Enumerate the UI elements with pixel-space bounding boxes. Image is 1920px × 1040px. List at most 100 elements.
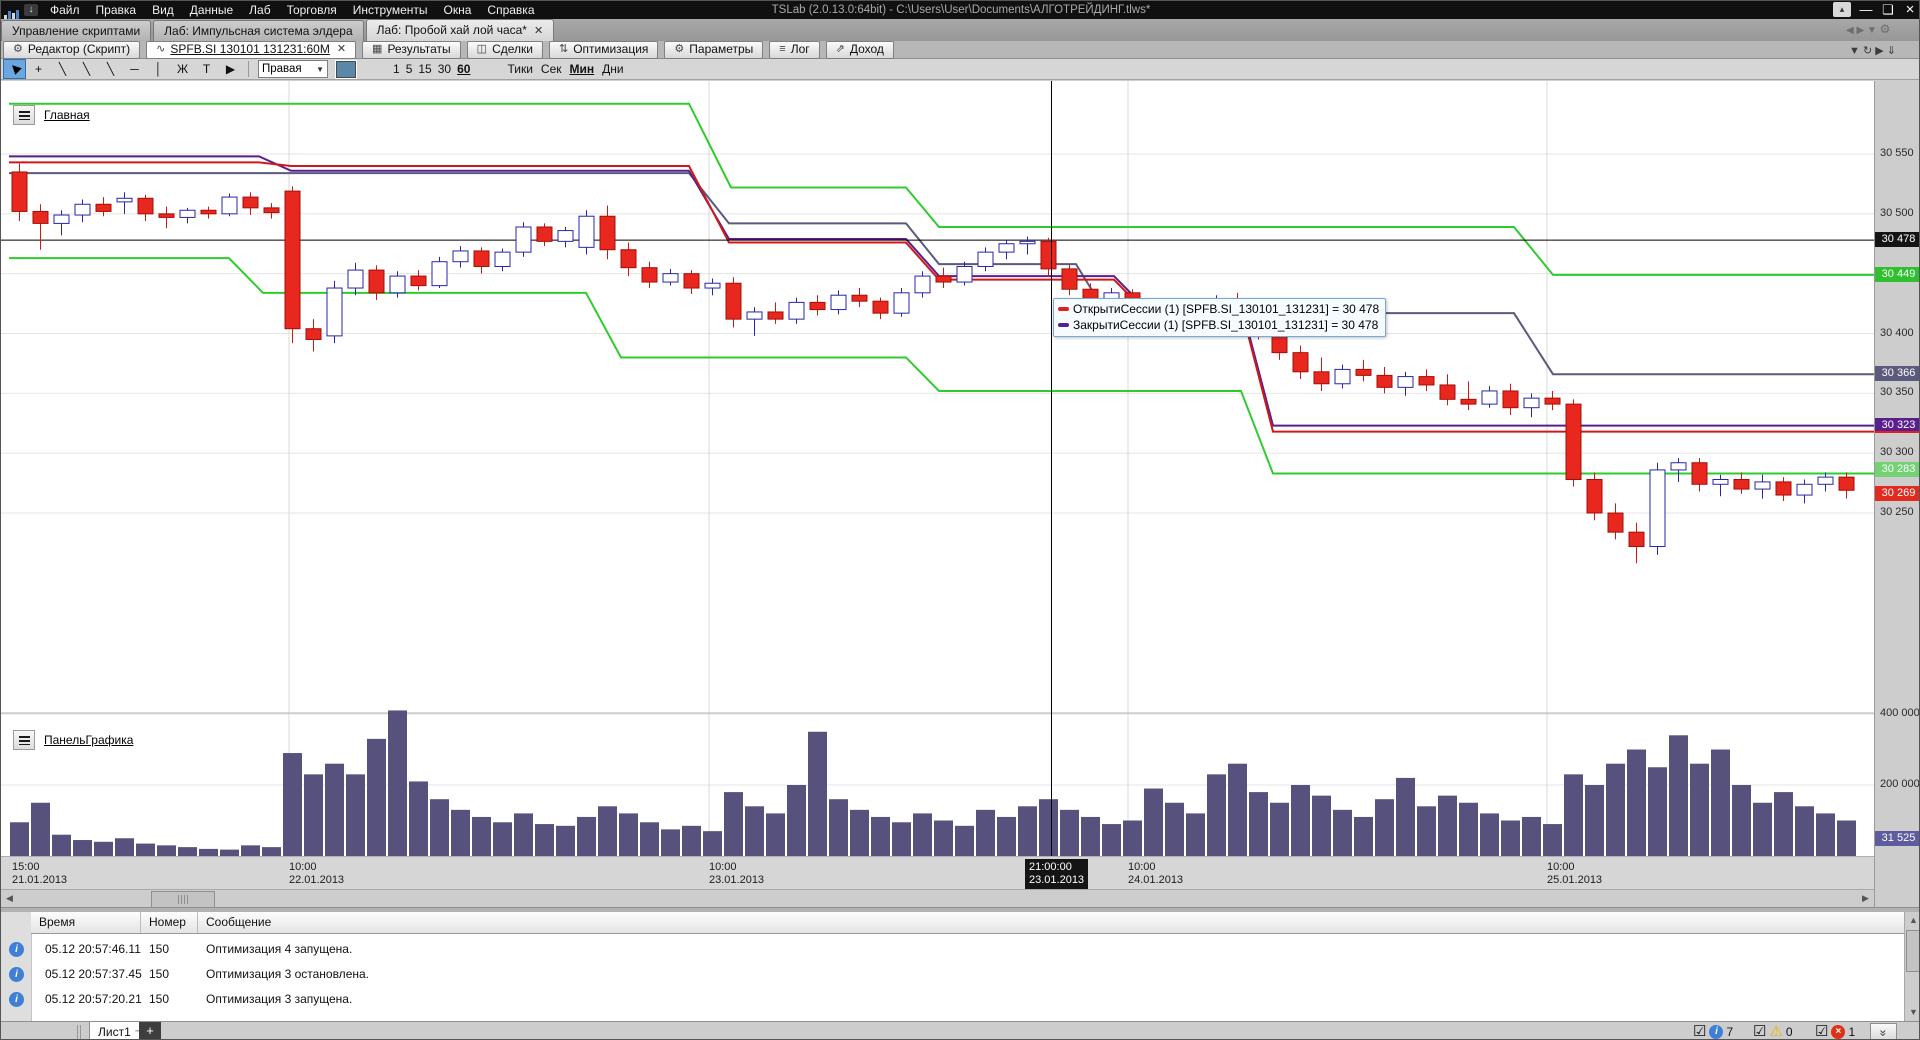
- timeframe-15[interactable]: 15: [418, 62, 432, 76]
- log-table-header[interactable]: Время Номер Сообщение: [31, 912, 1904, 934]
- import-icon[interactable]: ↓: [24, 4, 38, 16]
- crosshair-time-label: 21:00:00 23.01.2013: [1025, 859, 1089, 890]
- tab-results[interactable]: ▦ Результаты: [362, 40, 461, 59]
- checkbox-checked-icon[interactable]: ☑: [1753, 1023, 1767, 1040]
- time-axis-label: 10:00 22.01.2013: [289, 861, 345, 886]
- menu-окна[interactable]: Окна: [443, 3, 472, 17]
- menu-инструменты[interactable]: Инструменты: [352, 3, 428, 17]
- column-header-time[interactable]: Время: [31, 912, 141, 933]
- add-sheet-button[interactable]: +: [139, 1022, 161, 1039]
- panel-title[interactable]: Главная: [44, 108, 90, 122]
- gear-icon: ⚙: [674, 43, 685, 55]
- menu-торговля[interactable]: Торговля: [286, 3, 337, 17]
- timeframe-60[interactable]: 60: [457, 62, 471, 76]
- sheet-tab[interactable]: Лист1⇥: [89, 1022, 153, 1039]
- drag-grip[interactable]: [77, 1025, 83, 1039]
- price-axis[interactable]: 30 550 30 500 30 400 30 350 30 300 30 250 30 4…: [1874, 81, 1919, 907]
- price-tick: 30 300: [1880, 446, 1914, 459]
- menu-справка[interactable]: Справка: [487, 3, 535, 17]
- menu-лаб[interactable]: Лаб: [249, 3, 271, 17]
- crosshair-tool[interactable]: +: [34, 62, 42, 76]
- fib-tool[interactable]: Ж: [176, 62, 189, 76]
- pointer-tool[interactable]: ▶: [225, 62, 236, 76]
- workspace-tab[interactable]: Лаб: Импульсная система элдера: [153, 20, 364, 41]
- text-tool[interactable]: T: [202, 62, 211, 76]
- ray-tool[interactable]: ╲: [106, 62, 115, 76]
- trend-line-tool[interactable]: ╲: [82, 62, 91, 76]
- document-tab-row: ⚙ Редактор (Скрипт) ∿ SPFB.SI 130101 131231…: [1, 40, 1919, 59]
- panel-menu-button[interactable]: [13, 105, 35, 125]
- app-logo-icon: [4, 4, 20, 22]
- log-vertical-scrollbar[interactable]: ▲ ▼: [1904, 912, 1919, 1021]
- scrollbar-thumb[interactable]: [151, 891, 215, 908]
- workspace-tab[interactable]: Лаб: Пробой хай лой часа* ✕: [365, 19, 555, 41]
- error-filter[interactable]: ☑ × 1: [1815, 1023, 1856, 1040]
- tab-nav-controls[interactable]: ◀ ▶ ▼ ⚙: [1846, 22, 1891, 36]
- panel-splitter[interactable]: [1, 907, 1919, 913]
- chart-icon: ∿: [156, 43, 166, 55]
- unit-Мин[interactable]: Мин: [569, 62, 595, 76]
- tab-parameters[interactable]: ⚙ Параметры: [664, 40, 764, 59]
- menu-вид[interactable]: Вид: [152, 3, 174, 17]
- tab-label: Лаб: Пробой хай лой часа*: [376, 23, 527, 37]
- panel-menu-button[interactable]: [13, 730, 35, 750]
- tab-income[interactable]: ⇗ Доход: [825, 40, 894, 59]
- log-panel: Время Номер Сообщение i 05.12 20:57:46.11…: [1, 912, 1904, 1021]
- scroll-down-arrow[interactable]: ▼: [1909, 1007, 1918, 1017]
- price-chart[interactable]: [1, 81, 1874, 856]
- doc-tab-controls[interactable]: ▼ ↻ ▶ ⇓: [1849, 45, 1896, 57]
- horizontal-line-tool[interactable]: ─: [130, 62, 139, 76]
- gear-icon: ⚙: [13, 43, 23, 55]
- tab-chart[interactable]: ∿ SPFB.SI 130101 131231:60M ✕: [146, 40, 357, 59]
- panel-title[interactable]: ПанельГрафика: [44, 733, 134, 747]
- menu-правка[interactable]: Правка: [95, 3, 137, 17]
- close-button[interactable]: ×: [1905, 1, 1915, 18]
- info-filter[interactable]: ☑ i 7: [1693, 1023, 1734, 1040]
- tab-optimization[interactable]: ⇅ Оптимизация: [548, 40, 659, 59]
- scroll-up-arrow[interactable]: ▲: [1909, 915, 1918, 925]
- timeframe-30[interactable]: 30: [437, 62, 452, 76]
- vertical-line-tool[interactable]: │: [154, 62, 163, 76]
- expand-log-button[interactable]: »: [1870, 1023, 1897, 1039]
- time-axis-label: 10:00 25.01.2013: [1547, 861, 1603, 886]
- workspace-tab[interactable]: Управление скриптами: [1, 20, 152, 41]
- unit-Дни[interactable]: Дни: [602, 62, 624, 76]
- color-swatch-button[interactable]: [335, 59, 357, 79]
- horizontal-scrollbar[interactable]: ◀ ▶: [1, 889, 1874, 908]
- axis-align-dropdown[interactable]: Правая ▼: [258, 60, 328, 78]
- tab-editor[interactable]: ⚙ Редактор (Скрипт): [3, 40, 141, 59]
- price-tick: 30 350: [1880, 386, 1914, 399]
- log-row[interactable]: i 05.12 20:57:20.21 150 Оптимизация 3 запущ…: [1, 987, 1904, 1012]
- line-tool[interactable]: ╲: [58, 62, 67, 76]
- unit-Сек[interactable]: Сек: [540, 62, 562, 76]
- warning-icon: ⚠: [1769, 1023, 1783, 1040]
- timeframe-1[interactable]: 1: [393, 62, 400, 76]
- warning-filter[interactable]: ☑ ⚠ 0: [1753, 1023, 1793, 1040]
- scroll-left-arrow[interactable]: ◀: [6, 893, 13, 903]
- close-icon[interactable]: ✕: [533, 25, 544, 37]
- chart-panel[interactable]: Главная ПанельГрафика ОткрытиСессии (1) …: [1, 81, 1874, 908]
- menu-файл[interactable]: Файл: [50, 3, 80, 17]
- column-header-message[interactable]: Сообщение: [206, 915, 272, 929]
- scrollbar-thumb[interactable]: [1906, 930, 1919, 972]
- checkbox-checked-icon[interactable]: ☑: [1815, 1023, 1829, 1040]
- menu-данные[interactable]: Данные: [189, 3, 234, 17]
- scroll-right-arrow[interactable]: ▶: [1862, 893, 1869, 903]
- log-row[interactable]: i 05.12 20:57:37.45 150 Оптимизация 3 остан…: [1, 962, 1904, 987]
- close-icon[interactable]: ✕: [336, 43, 347, 55]
- restore-button[interactable]: ❏: [1882, 2, 1894, 17]
- cursor-tool[interactable]: ▶: [3, 59, 26, 79]
- unit-Тики[interactable]: Тики: [507, 62, 533, 76]
- collapse-ribbon-button[interactable]: ▴: [1833, 2, 1851, 17]
- log-row[interactable]: i 05.12 20:57:46.11 150 Оптимизация 4 запущ…: [1, 937, 1904, 962]
- tab-trades[interactable]: ◫ Сделки: [466, 40, 543, 59]
- price-badge: 30 478: [1875, 232, 1919, 248]
- tab-log[interactable]: ≡ Лог: [769, 40, 820, 59]
- column-header-number[interactable]: Номер: [141, 912, 198, 933]
- info-icon: i: [1709, 1024, 1724, 1039]
- title-bar: ↓ Файл Правка Вид Данные Лаб Торговля Инструме…: [1, 1, 1919, 22]
- timeframe-5[interactable]: 5: [405, 62, 413, 76]
- minimize-button[interactable]: —: [1859, 2, 1873, 17]
- price-badge: 30 366: [1875, 366, 1919, 382]
- checkbox-checked-icon[interactable]: ☑: [1693, 1023, 1707, 1040]
